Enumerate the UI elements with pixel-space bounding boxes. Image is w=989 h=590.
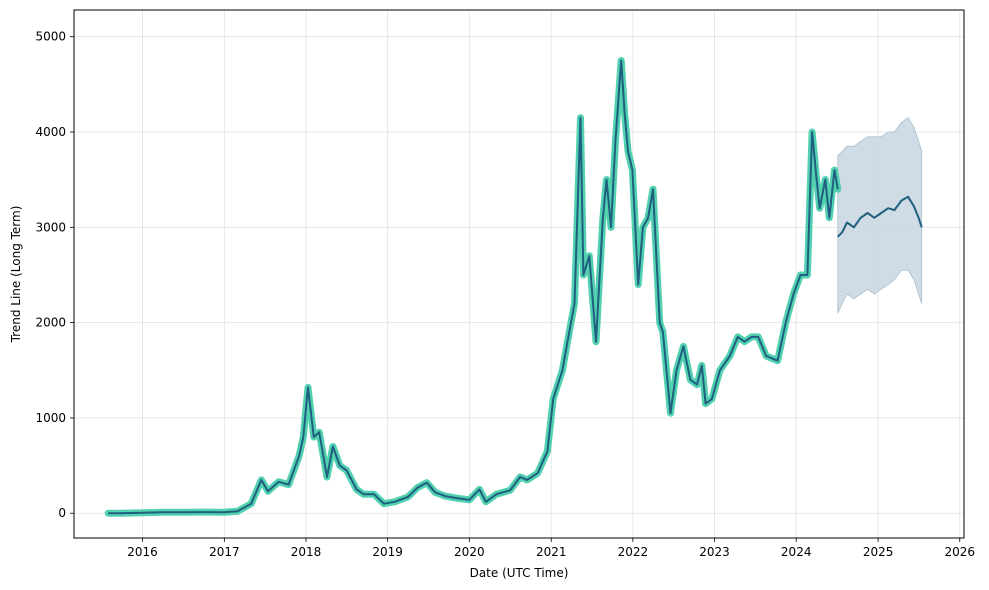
x-tick-label: 2019 — [372, 545, 403, 559]
x-tick-label: 2023 — [699, 545, 730, 559]
forecast-trend-line — [837, 195, 923, 238]
x-tick-label: 2020 — [454, 545, 485, 559]
plot-frame — [73, 9, 965, 539]
y-tick-label: 1000 — [35, 411, 66, 425]
y-tick-label: 5000 — [35, 30, 66, 44]
x-tick-label: 2016 — [127, 545, 158, 559]
grid — [74, 10, 964, 538]
trend-fit-line — [108, 59, 839, 515]
trend-line-layer — [108, 59, 923, 515]
actual-line-layer — [104, 57, 842, 517]
x-tick-label: 2021 — [536, 545, 567, 559]
forecast-confidence-band — [837, 117, 923, 314]
y-axis-ticks: 0 1000 2000 3000 4000 5000 — [35, 30, 74, 520]
y-tick-label: 0 — [58, 506, 66, 520]
x-axis-label: Date (UTC Time) — [470, 566, 569, 580]
x-tick-label: 2018 — [291, 545, 322, 559]
x-axis-ticks: 2016 2017 2018 2019 2020 2021 2022 2023 2024 2025… — [127, 538, 975, 559]
x-tick-label: 2022 — [618, 545, 649, 559]
y-tick-label: 3000 — [35, 220, 66, 234]
y-tick-label: 4000 — [35, 125, 66, 139]
forecast-band-layer — [837, 117, 923, 314]
x-tick-label: 2017 — [209, 545, 240, 559]
y-tick-label: 2000 — [35, 316, 66, 330]
x-tick-label: 2026 — [944, 545, 975, 559]
x-tick-label: 2025 — [863, 545, 894, 559]
x-tick-label: 2024 — [781, 545, 812, 559]
actual-series-line — [104, 57, 842, 517]
y-axis-label: Trend Line (Long Term) — [9, 206, 23, 344]
